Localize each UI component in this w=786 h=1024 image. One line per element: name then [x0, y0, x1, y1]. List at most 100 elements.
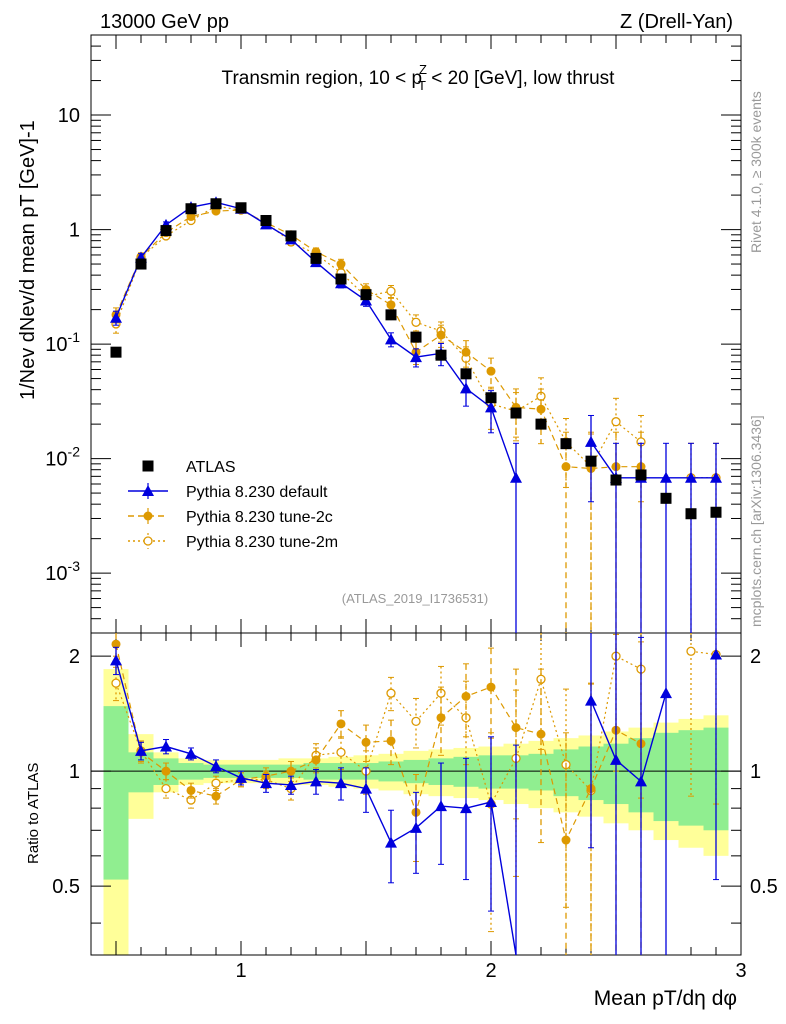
atlas-point [310, 252, 322, 264]
atlas-point [535, 418, 547, 430]
atlas-point [435, 349, 447, 361]
data-point [536, 404, 546, 414]
rivet-label: Rivet 4.1.0, ≥ 300k events [748, 91, 764, 253]
data-point [461, 347, 471, 357]
ratio-tick-label-left: 1 [69, 761, 80, 783]
legend-marker [142, 460, 154, 472]
atlas-point [135, 258, 147, 270]
ratio-point [186, 785, 196, 795]
chart-title: Transmin region, 10 < pZ T < 20 [GeV], lo… [222, 62, 616, 93]
x-tick-label: 3 [735, 960, 746, 982]
header-right: Z (Drell-Yan) [620, 11, 733, 33]
data-point [411, 317, 421, 327]
ratio-point [710, 648, 722, 660]
atlas-point [360, 289, 372, 301]
ratio-point [486, 682, 496, 692]
atlas-point [635, 469, 647, 481]
ratio-point [111, 639, 121, 649]
ratio-point [161, 783, 171, 794]
ratio-point [686, 646, 696, 656]
legend-label: Pythia 8.230 tune-2m [186, 534, 338, 551]
legend-label: ATLAS [186, 459, 236, 476]
y-axis-label: 1/Nev dNev/d mean pT [GeV]-1 [17, 120, 39, 400]
ratio-point [210, 760, 222, 772]
ratio-point [260, 777, 272, 789]
band-stat [103, 706, 129, 880]
ratio-point [411, 716, 421, 727]
ratio-tick-label-left: 2 [69, 646, 80, 668]
atlas-point [660, 492, 672, 504]
ratio-point [485, 796, 497, 808]
y-tick-exponent: -1 [68, 329, 81, 345]
ratio-point [461, 691, 471, 701]
x-tick-label: 2 [485, 960, 496, 982]
data-point [486, 366, 496, 376]
atlas-point [235, 202, 247, 214]
ratio-point [160, 740, 172, 752]
ratio-point [285, 778, 297, 790]
legend-marker [142, 485, 154, 496]
analysis-id: (ATLAS_2019_I1736531) [342, 591, 488, 606]
ratio-point [561, 835, 571, 845]
atlas-point [335, 273, 347, 285]
legend-label: Pythia 8.230 tune-2c [186, 509, 333, 526]
band-stat [678, 730, 704, 826]
ratio-point [161, 766, 171, 776]
ratio-tick-label-right: 1 [750, 761, 761, 783]
ratio-point [211, 778, 221, 788]
y-tick-exponent: -3 [68, 558, 81, 574]
ratio-tick-label-right: 2 [750, 646, 761, 668]
ratio-point [286, 766, 296, 776]
atlas-point [385, 309, 397, 321]
ratio-point [386, 736, 396, 746]
data-point [585, 435, 597, 447]
atlas-point [610, 474, 622, 486]
title-pre: Transmin region, 10 < p [222, 68, 422, 89]
ratio-point [610, 753, 622, 765]
ratio-point [185, 747, 197, 759]
header-left: 13000 GeV pp [100, 11, 229, 33]
atlas-point [485, 392, 497, 404]
ratio-series-triangle [110, 633, 722, 955]
series-atlas [110, 198, 722, 520]
atlas-point [260, 214, 272, 226]
ratio-point [361, 737, 371, 747]
atlas-point [410, 331, 422, 343]
ratio-tick-label-left: 0.5 [52, 876, 80, 898]
atlas-point [285, 230, 297, 242]
atlas-point [685, 508, 697, 520]
legend-marker [143, 536, 153, 546]
y-tick-label: 10-1 [45, 329, 80, 356]
data-point [336, 259, 346, 269]
y-tick-label: 10-3 [45, 558, 80, 585]
data-point [510, 471, 522, 483]
y-tick-base: 10 [58, 105, 80, 127]
ratio-point [410, 821, 422, 833]
ratio-point [311, 755, 321, 765]
ratio-point [211, 791, 221, 801]
ratio-point [335, 777, 347, 789]
ratio-point [336, 747, 346, 757]
ratio-point [585, 694, 597, 706]
y-tick-base: 10 [45, 563, 67, 585]
data-point [460, 382, 472, 394]
y-tick-base: 1 [69, 220, 80, 242]
title-sub: T [418, 78, 426, 93]
atlas-point [460, 368, 472, 380]
ratio-series-circle [111, 633, 646, 955]
data-point [710, 471, 722, 483]
data-point [110, 311, 122, 323]
data-point [561, 462, 571, 472]
ratio-point [511, 723, 521, 733]
ratio-point [360, 782, 372, 794]
ratio-point [536, 729, 546, 739]
ratio-point [111, 678, 121, 688]
ratio-y-axis-label: Ratio to ATLAS [25, 763, 42, 864]
legend-marker [143, 511, 153, 521]
series-triangle [110, 196, 722, 633]
data-point [386, 286, 396, 296]
data-point [436, 330, 446, 340]
data-point [410, 351, 422, 363]
ratio-point [460, 802, 472, 814]
ratio-point [635, 775, 647, 787]
